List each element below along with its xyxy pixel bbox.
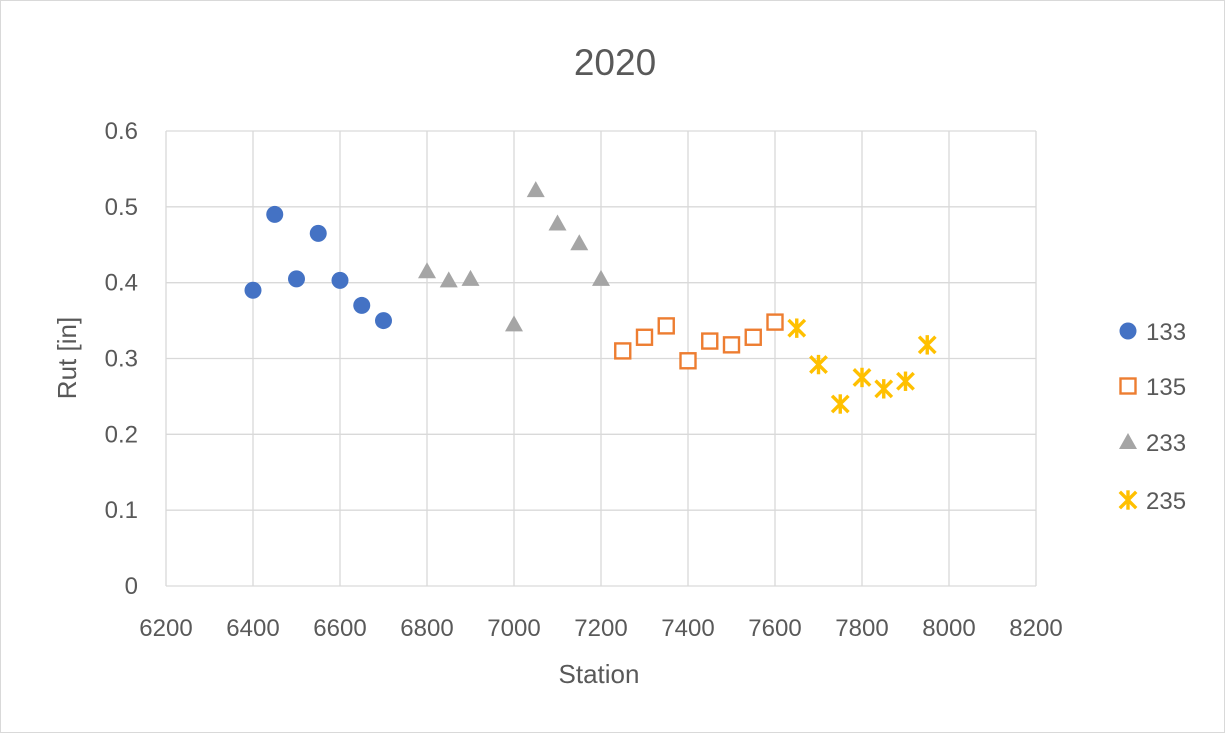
data-point-233 xyxy=(526,181,545,198)
x-tick-label: 7200 xyxy=(574,615,627,642)
data-point-133 xyxy=(353,296,371,314)
data-point-233 xyxy=(570,234,589,251)
data-point-133 xyxy=(309,224,327,242)
data-point-233 xyxy=(461,269,480,286)
y-tick-label: 0.3 xyxy=(105,346,138,373)
star-stroke xyxy=(874,379,894,399)
x-tick-label: 6400 xyxy=(226,615,279,642)
legend-label-233: 233 xyxy=(1146,430,1186,457)
star-stroke xyxy=(830,394,850,414)
data-point-235 xyxy=(896,371,915,391)
data-point-135 xyxy=(722,336,741,354)
y-tick-label: 0.1 xyxy=(105,497,138,524)
legend-marker-133 xyxy=(1119,322,1137,340)
data-point-135 xyxy=(679,352,697,370)
data-point-135 xyxy=(701,332,719,350)
star-stroke xyxy=(1118,490,1138,510)
star-stroke xyxy=(917,335,937,355)
legend-label-235: 235 xyxy=(1146,488,1186,515)
data-point-235 xyxy=(830,394,850,414)
star-stroke xyxy=(896,371,915,391)
x-tick-label: 7800 xyxy=(835,615,888,642)
x-tick-label: 6800 xyxy=(400,615,453,642)
x-tick-label: 6200 xyxy=(139,615,192,642)
data-point-133 xyxy=(375,312,392,330)
data-point-135 xyxy=(635,328,654,346)
data-point-133 xyxy=(266,205,284,223)
legend-label-135: 135 xyxy=(1146,374,1186,401)
data-point-135 xyxy=(744,328,762,346)
y-tick-label: 0.5 xyxy=(105,194,138,221)
data-point-133 xyxy=(244,281,262,299)
legend-marker-235 xyxy=(1118,490,1138,510)
legend-label-133: 133 xyxy=(1146,319,1186,346)
data-point-233 xyxy=(439,271,458,288)
legend: 133 135 233 235 xyxy=(1118,319,1186,515)
y-tick-label: 0.6 xyxy=(105,118,138,145)
data-point-133 xyxy=(331,271,349,289)
data-point-235 xyxy=(809,354,828,375)
y-axis-title: Rut [in] xyxy=(52,317,82,399)
x-tick-label: 7400 xyxy=(661,615,714,642)
data-point-233 xyxy=(505,315,523,332)
star-stroke xyxy=(852,368,872,387)
data-point-233 xyxy=(418,262,436,279)
x-tick-label: 8200 xyxy=(1009,615,1062,642)
data-point-135 xyxy=(766,313,784,331)
chart-title: 2020 xyxy=(574,42,656,83)
legend-marker-233 xyxy=(1119,433,1137,449)
data-point-235 xyxy=(917,335,937,355)
y-tick-label: 0.2 xyxy=(105,421,138,448)
y-tick-label: 0.4 xyxy=(105,270,138,297)
x-axis-title: Station xyxy=(559,659,640,689)
data-point-235 xyxy=(787,318,807,338)
x-tick-label: 8000 xyxy=(922,615,975,642)
plot-grid xyxy=(165,130,1037,587)
data-point-133 xyxy=(288,270,305,288)
legend-marker-135 xyxy=(1119,377,1137,395)
axis-ticks: 6200 6400 6600 6800 7000 7200 7400 7600 7800 8000… xyxy=(105,118,1063,642)
x-tick-label: 7600 xyxy=(748,615,801,642)
y-tick-label: 0 xyxy=(125,573,138,600)
data-point-135 xyxy=(657,317,675,335)
data-point-135 xyxy=(614,342,632,360)
data-point-235 xyxy=(874,379,894,399)
data-point-235 xyxy=(852,367,872,388)
data-point-233 xyxy=(592,269,610,286)
x-tick-label: 6600 xyxy=(313,615,366,642)
x-tick-label: 7000 xyxy=(487,615,540,642)
data-points xyxy=(244,181,937,414)
star-stroke xyxy=(809,355,828,374)
data-point-233 xyxy=(548,214,567,231)
star-stroke xyxy=(787,318,807,338)
